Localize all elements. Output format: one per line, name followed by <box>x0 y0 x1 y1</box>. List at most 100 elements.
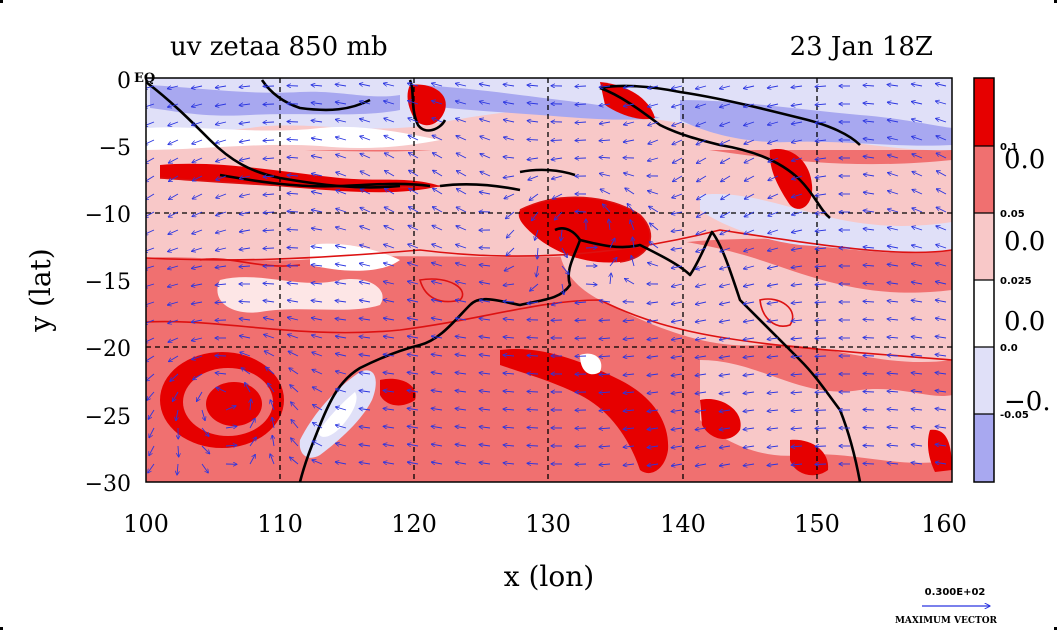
wind-vector <box>479 445 491 447</box>
colorbar-large-label: 0.0 <box>1004 145 1045 175</box>
wind-vector <box>216 139 227 143</box>
wind-vector <box>249 437 256 447</box>
wind-vector <box>554 211 563 220</box>
wind-vector <box>887 264 899 266</box>
wind-vector <box>719 410 731 412</box>
wind-vector <box>201 445 210 454</box>
wind-vector <box>529 193 539 201</box>
wind-vector <box>168 157 179 163</box>
wind-vector <box>407 318 419 320</box>
wind-vector <box>911 337 923 338</box>
wind-vector <box>408 244 419 249</box>
colorbar-large-label: 0.0 <box>1004 307 1045 337</box>
wind-vector <box>178 445 179 457</box>
wind-vector <box>384 118 395 123</box>
wind-vector <box>263 104 275 105</box>
wind-vector <box>168 319 179 324</box>
wind-vector <box>912 190 923 195</box>
wind-vector <box>768 193 779 198</box>
wind-vector <box>599 446 611 447</box>
wind-vector <box>168 337 179 342</box>
lat-lon-grid <box>146 78 952 482</box>
wind-vector <box>335 462 347 464</box>
wind-vector <box>335 282 347 284</box>
wind-vector <box>562 283 564 295</box>
wind-vector <box>575 122 587 123</box>
wind-vector <box>863 374 875 375</box>
wind-vector <box>815 266 827 267</box>
y-tick-labels: 0 −5 −10 −15 −20 −25 −30 <box>85 69 131 497</box>
wind-vector <box>335 443 347 447</box>
wind-vector <box>719 446 731 448</box>
wind-vector <box>863 85 875 86</box>
wind-vector <box>146 247 155 252</box>
wind-vector <box>911 300 923 302</box>
wind-vector <box>168 229 179 234</box>
wind-vector <box>599 173 611 176</box>
wind-vector <box>263 194 275 195</box>
wind-vector <box>431 462 443 464</box>
wind-vector <box>768 175 779 181</box>
wind-vector <box>408 225 419 231</box>
wind-vector <box>335 246 347 249</box>
wind-vector <box>431 444 443 446</box>
wind-vector <box>383 263 395 267</box>
wind-vector <box>408 263 419 267</box>
wind-vector <box>360 208 371 213</box>
wind-vector <box>647 320 659 322</box>
wind-vector <box>623 464 635 465</box>
wind-vector <box>432 118 443 123</box>
x-tick-label: 120 <box>391 510 437 538</box>
wind-vector <box>791 428 803 429</box>
wind-vector <box>409 188 419 195</box>
wind-vector <box>408 118 419 123</box>
wind-vector <box>241 368 251 375</box>
wind-vector <box>935 409 947 411</box>
wind-vector <box>671 338 683 340</box>
wind-vector <box>863 319 875 320</box>
wind-vector <box>201 463 208 473</box>
wind-vector <box>407 336 419 338</box>
wind-vector <box>287 300 299 302</box>
wind-vector <box>431 336 443 338</box>
wind-vector <box>696 211 707 217</box>
x-tick-label: 100 <box>123 510 169 538</box>
wind-vector <box>291 402 299 411</box>
wind-vector <box>599 374 611 375</box>
wind-vector <box>695 338 707 340</box>
wind-vector <box>935 462 947 464</box>
wind-vector <box>575 212 587 213</box>
wind-vector <box>287 193 299 194</box>
wind-vector <box>191 103 203 107</box>
wind-vector <box>407 300 419 302</box>
wind-vector <box>239 248 251 250</box>
wind-vector <box>455 281 467 284</box>
wind-vector <box>647 464 659 466</box>
wind-vector <box>479 265 491 266</box>
wind-vector <box>263 248 275 249</box>
wind-vector <box>911 463 923 465</box>
wind-vector <box>311 318 323 320</box>
x-tick-label: 140 <box>660 510 706 538</box>
wind-vector <box>527 391 539 392</box>
wind-vector <box>791 140 803 143</box>
wind-vector <box>272 417 274 429</box>
y-tick-label: −30 <box>85 472 131 497</box>
wind-vector <box>791 356 803 357</box>
wind-vector <box>671 284 683 287</box>
wind-vector <box>695 283 707 287</box>
wind-vector <box>627 204 635 213</box>
wind-vector <box>623 338 635 339</box>
wind-vector <box>647 446 659 448</box>
wind-vector <box>201 427 209 436</box>
wind-vector <box>791 302 803 303</box>
wind-vector <box>935 84 947 87</box>
wind-vector <box>719 374 731 376</box>
wind-vector <box>911 445 923 446</box>
wind-vector <box>311 120 323 122</box>
wind-vector <box>768 211 779 216</box>
wind-vector <box>561 265 569 274</box>
wind-vector <box>270 400 275 411</box>
wind-vector <box>767 302 779 304</box>
wind-vector <box>609 257 617 267</box>
